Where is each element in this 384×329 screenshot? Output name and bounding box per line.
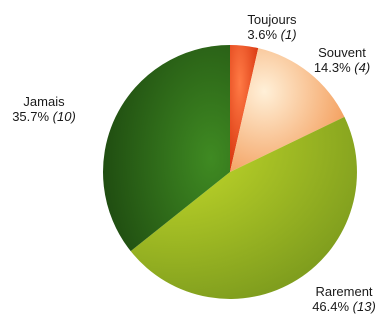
slice-percent-rarement: 46.4%: [312, 299, 352, 314]
slice-value-jamais: 35.7% (10): [12, 109, 76, 124]
slice-percent-toujours: 3.6%: [247, 27, 280, 42]
slice-percent-jamais: 35.7%: [12, 109, 52, 124]
pie-slice-souvent: [230, 48, 345, 172]
pie-slice-jamais: [103, 45, 230, 252]
slice-count-rarement: (13): [353, 299, 376, 314]
pie-slice-toujours: [230, 45, 259, 172]
slice-count-souvent: (4): [354, 60, 370, 75]
slice-label-toujours: Toujours: [247, 12, 297, 27]
slice-value-rarement: 46.4% (13): [312, 299, 376, 314]
slice-label-jamais: Jamais: [23, 94, 65, 109]
slice-value-souvent: 14.3% (4): [314, 60, 370, 75]
slice-label-souvent: Souvent: [318, 45, 366, 60]
pie-slice-rarement: [130, 116, 357, 299]
slice-count-jamais: (10): [53, 109, 76, 124]
slice-percent-souvent: 14.3%: [314, 60, 354, 75]
slice-label-rarement: Rarement: [315, 284, 372, 299]
slice-value-toujours: 3.6% (1): [247, 27, 296, 42]
slice-count-toujours: (1): [281, 27, 297, 42]
